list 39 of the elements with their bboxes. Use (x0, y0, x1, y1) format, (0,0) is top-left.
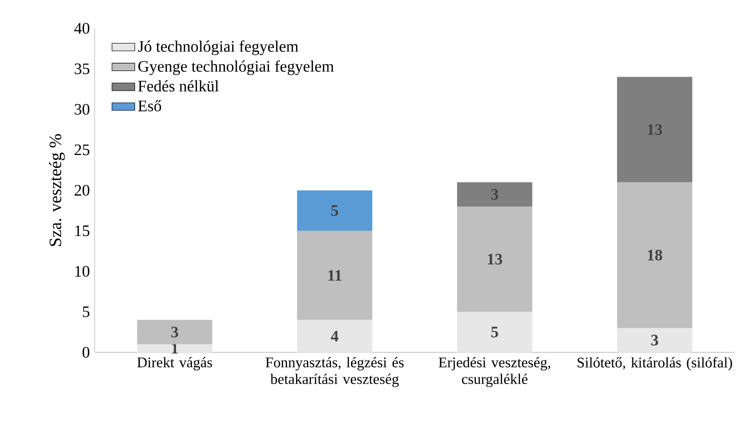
bar (457, 182, 532, 207)
bar (137, 320, 212, 344)
x-tick-label: Fonnyasztás, légzési és betakarítási veszteség (266, 357, 404, 388)
data-label: 13 (488, 254, 502, 265)
y-axis-title: Sza. veszteég % (49, 134, 65, 246)
bar (617, 182, 692, 328)
data-label: 3 (171, 326, 178, 338)
bar (617, 328, 692, 352)
y-tick-label: 5 (82, 306, 90, 318)
bar (617, 76, 692, 182)
y-tick-label: 30 (74, 104, 90, 115)
data-label: 5 (331, 205, 338, 216)
y-tick-label: 25 (74, 144, 90, 156)
y-tick-label: 10 (75, 266, 90, 277)
legend-label: Gyenge technológiai fegyelem (138, 60, 334, 76)
legend-label: Eső (138, 100, 162, 112)
data-label: 4 (330, 330, 338, 342)
data-label: 11 (328, 270, 342, 281)
data-label: 3 (651, 334, 658, 346)
data-label: 13 (648, 124, 662, 135)
legend-label: Fedés nélkül (138, 80, 219, 92)
bar (137, 344, 212, 352)
x-tick-label: Direkt vágás (137, 357, 212, 370)
bar (297, 230, 372, 320)
y-tick-label: 35 (74, 63, 90, 74)
y-tick-label: 0 (82, 346, 90, 358)
bar (297, 320, 372, 352)
x-tick-label: Silótető, kitárolás (silófal) (578, 357, 732, 370)
bar (297, 190, 372, 231)
bar (457, 312, 532, 352)
y-tick-label: 20 (74, 184, 90, 196)
x-tick-label: Erjedési veszteség, csurgaléklé (438, 357, 550, 388)
legend-label: Jó technológiai fegyelem (138, 40, 298, 56)
data-label: 18 (648, 250, 662, 261)
data-label: 5 (491, 326, 498, 338)
data-label: 3 (491, 188, 498, 200)
bar (457, 206, 532, 312)
y-tick-label: 15 (75, 225, 90, 236)
y-tick-label: 40 (74, 22, 90, 34)
